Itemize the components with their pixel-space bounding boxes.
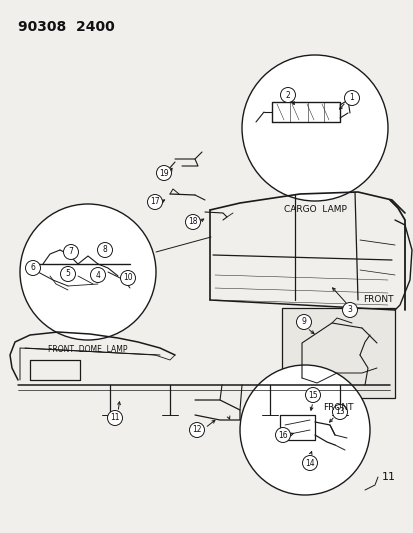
Circle shape	[107, 410, 122, 425]
Text: 1: 1	[349, 93, 354, 102]
Circle shape	[120, 271, 135, 286]
Text: 14: 14	[304, 458, 314, 467]
Circle shape	[63, 245, 78, 260]
Text: FRONT: FRONT	[323, 403, 353, 412]
Circle shape	[185, 214, 200, 230]
FancyBboxPatch shape	[281, 308, 394, 398]
Text: 15: 15	[307, 391, 317, 400]
Text: 9: 9	[301, 318, 306, 327]
Circle shape	[302, 456, 317, 471]
Circle shape	[90, 268, 105, 282]
Circle shape	[275, 427, 290, 442]
Text: 2: 2	[285, 91, 290, 100]
Text: 11: 11	[381, 472, 395, 482]
Text: CARGO  LAMP: CARGO LAMP	[283, 205, 346, 214]
Circle shape	[240, 365, 369, 495]
Text: 13: 13	[335, 408, 344, 416]
Circle shape	[147, 195, 162, 209]
Text: 11: 11	[110, 414, 119, 423]
Text: 17: 17	[150, 198, 159, 206]
Text: 4: 4	[95, 271, 100, 279]
Text: 90308  2400: 90308 2400	[18, 20, 114, 34]
Text: 12: 12	[192, 425, 201, 434]
Text: 8: 8	[102, 246, 107, 254]
Circle shape	[280, 87, 295, 102]
Text: 19: 19	[159, 168, 169, 177]
Text: 10: 10	[123, 273, 133, 282]
Text: 3: 3	[347, 305, 351, 314]
Circle shape	[156, 166, 171, 181]
Circle shape	[242, 55, 387, 201]
Circle shape	[332, 405, 347, 419]
Circle shape	[97, 243, 112, 257]
Text: 18: 18	[188, 217, 197, 227]
Circle shape	[342, 303, 357, 318]
Text: 7: 7	[69, 247, 73, 256]
Text: 16: 16	[278, 431, 287, 440]
Circle shape	[60, 266, 75, 281]
Circle shape	[305, 387, 320, 402]
Text: FRONT: FRONT	[362, 295, 392, 304]
Text: 5: 5	[65, 270, 70, 279]
Circle shape	[26, 261, 40, 276]
Circle shape	[189, 423, 204, 438]
Circle shape	[296, 314, 311, 329]
Circle shape	[20, 204, 156, 340]
Circle shape	[344, 91, 358, 106]
Text: 6: 6	[31, 263, 36, 272]
Text: FRONT  DOME  LAMP: FRONT DOME LAMP	[48, 345, 128, 354]
